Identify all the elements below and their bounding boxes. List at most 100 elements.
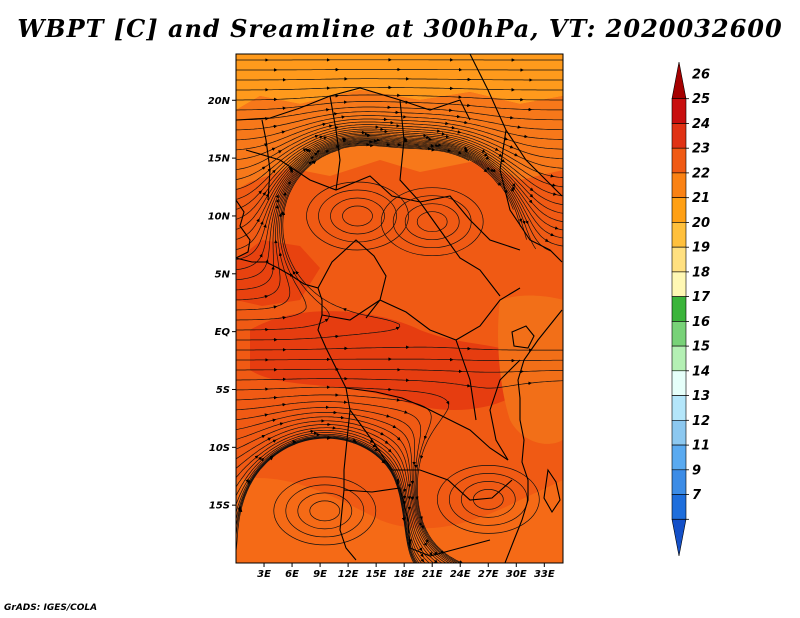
libya-chad-border <box>236 87 471 121</box>
streamline-arrow <box>312 160 317 165</box>
streamline-arrow <box>525 220 529 225</box>
streamline-arrow <box>423 542 427 547</box>
streamline-arrow <box>264 294 269 299</box>
streamline <box>236 132 563 210</box>
colorbar-swatch <box>671 370 687 396</box>
colorbar-swatch <box>671 123 687 149</box>
streamline-arrow <box>529 193 534 198</box>
streamline-arrow <box>447 148 452 153</box>
streamline-arrow <box>466 566 468 567</box>
streamline-arrow <box>273 305 278 309</box>
vortex-loop <box>380 187 484 257</box>
streamline-arrow <box>323 136 328 140</box>
streamline <box>236 130 563 200</box>
streamline <box>236 78 563 81</box>
colorbar-swatch <box>671 345 687 372</box>
vortex-loop <box>460 481 516 518</box>
colorbar-swatch <box>671 444 687 471</box>
lat-tick-label: 5N <box>215 269 231 280</box>
vortex-loop <box>297 492 353 530</box>
streamline-arrow <box>486 166 491 171</box>
colorbar-label: 11 <box>692 439 710 454</box>
streamline-arrow <box>518 218 523 223</box>
streamline-arrow <box>544 238 549 242</box>
mali-niger-border <box>261 95 341 201</box>
map-frame <box>235 53 564 564</box>
streamline-arrow <box>418 547 423 552</box>
lat-tick-label: 15N <box>208 154 231 165</box>
streamline-arrow <box>374 447 379 452</box>
colorbar-swatch <box>671 271 687 297</box>
streamline-arrow <box>529 187 534 192</box>
streamline <box>236 136 563 240</box>
streamline-arrow <box>446 400 450 405</box>
vortex-loop <box>342 205 373 227</box>
streamline <box>236 111 563 131</box>
streamline-arrow <box>261 435 266 439</box>
streamline <box>236 424 443 563</box>
streamline-arrow <box>322 122 327 127</box>
lat-tick-label: 10N <box>208 211 231 222</box>
colorbar-swatch <box>671 296 687 322</box>
streamline-arrow <box>420 558 425 563</box>
streamline-arrow <box>461 566 463 567</box>
sudan-south-sudan-border <box>399 99 501 297</box>
tanzania-borders <box>455 339 521 461</box>
streamline-arrow <box>522 220 526 225</box>
streamline-arrow <box>381 459 385 464</box>
streamline <box>236 128 563 190</box>
streamline-arrow <box>308 161 313 166</box>
streamline-arrow <box>325 150 330 154</box>
streamline-arrow <box>278 252 283 257</box>
streamline-arrow <box>509 145 514 149</box>
streamline <box>236 126 563 180</box>
streamline-arrow <box>528 199 533 204</box>
streamline-arrow <box>483 168 488 173</box>
streamline-arrow <box>263 224 267 228</box>
colorbar-label: 23 <box>692 142 710 157</box>
vortex-loop <box>306 181 409 251</box>
streamline-arrow <box>254 455 259 459</box>
streamline <box>236 429 435 563</box>
congo-borders <box>321 287 521 341</box>
streamline-arrow <box>275 198 279 203</box>
lat-tick-label: 10S <box>209 443 230 454</box>
streamline <box>236 133 563 220</box>
streamline <box>236 432 430 563</box>
streamline-arrow <box>372 443 377 448</box>
streamline-arrow <box>457 151 462 155</box>
streamline-arrow <box>295 270 300 275</box>
streamline-arrow <box>259 253 263 258</box>
streamline-arrow <box>554 226 559 230</box>
streamline-arrow <box>457 130 462 134</box>
streamline-arrow <box>498 153 503 157</box>
colorbar-label: 16 <box>692 315 710 330</box>
lon-tick-label: 30E <box>506 569 527 580</box>
streamline <box>236 149 401 341</box>
streamline-arrow <box>264 413 269 417</box>
lon-tick-label: 6E <box>285 569 299 580</box>
streamline-arrow <box>305 148 310 153</box>
colorbar-swatch <box>671 197 687 223</box>
lat-tick-label: EQ <box>215 327 231 338</box>
streamline-arrow <box>434 559 438 563</box>
streamline-arrow <box>497 182 501 186</box>
colorbar: 26 25 24 23 22 21 20 19 18 17 16 15 14 13 12 11 9 7 <box>671 61 711 557</box>
colorbar-swatch <box>671 494 687 520</box>
streamline-arrow <box>314 134 319 139</box>
map-title: WBPT [C] and Sreamline at 300hPa, VT: 20… <box>17 14 783 43</box>
streamline-arrow <box>419 455 424 460</box>
streamline-arrow <box>292 270 296 275</box>
colorbar-label: 12 <box>692 414 710 429</box>
map-area[interactable] <box>234 54 567 567</box>
colorbar-swatch <box>671 172 687 198</box>
streamline-arrow <box>275 194 279 199</box>
lat-tick-label: 5S <box>216 385 230 396</box>
streamline-arrow <box>369 439 374 443</box>
streamline-arrow <box>260 457 265 462</box>
streamline-arrow <box>425 539 429 543</box>
streamline-arrow <box>396 436 401 441</box>
streamline <box>236 406 456 563</box>
madagascar-edge <box>543 468 561 514</box>
